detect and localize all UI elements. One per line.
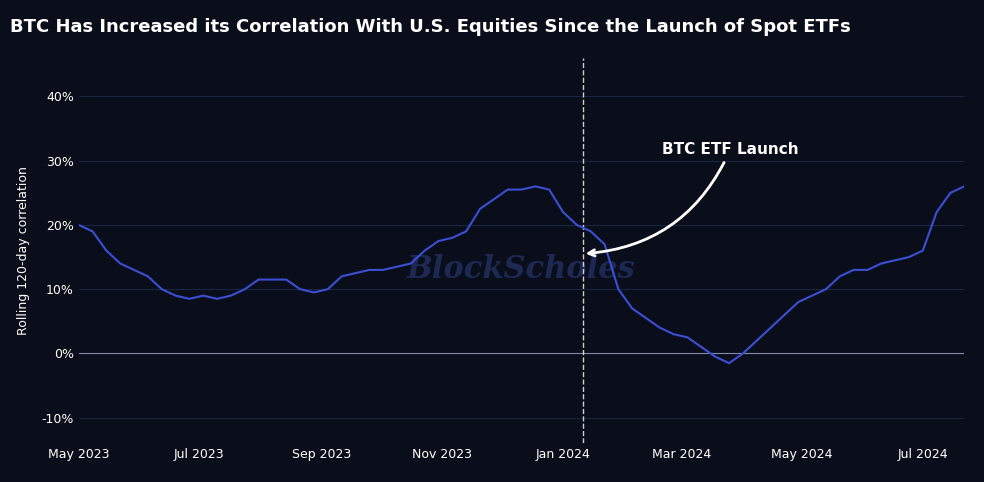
Y-axis label: Rolling 120-day correlation: Rolling 120-day correlation xyxy=(18,166,31,335)
Text: BlockScholes: BlockScholes xyxy=(407,254,636,285)
Text: BTC Has Increased its Correlation With U.S. Equities Since the Launch of Spot ET: BTC Has Increased its Correlation With U… xyxy=(10,17,850,36)
Text: BTC ETF Launch: BTC ETF Launch xyxy=(588,142,798,256)
